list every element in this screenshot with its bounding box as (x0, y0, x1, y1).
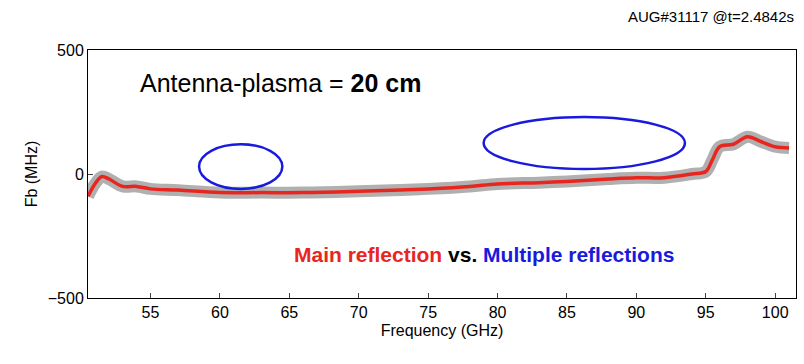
svg-text:Frequency (GHz): Frequency (GHz) (381, 322, 504, 339)
svg-text:60: 60 (211, 304, 229, 321)
svg-text:AUG#31117 @t=2.4842s: AUG#31117 @t=2.4842s (628, 8, 794, 25)
svg-text:Fb (MHz): Fb (MHz) (23, 141, 40, 208)
svg-text:80: 80 (489, 304, 507, 321)
svg-text:75: 75 (419, 304, 437, 321)
svg-text:70: 70 (350, 304, 368, 321)
svg-text:95: 95 (697, 304, 715, 321)
svg-text:90: 90 (627, 304, 645, 321)
svg-text:Main reflection vs. Multiple r: Main reflection vs. Multiple reflections (294, 243, 674, 266)
svg-text:85: 85 (558, 304, 576, 321)
svg-text:0: 0 (75, 166, 84, 183)
svg-text:−500: −500 (48, 290, 84, 307)
svg-text:55: 55 (142, 304, 160, 321)
svg-text:Antenna-plasma = 20 cm: Antenna-plasma = 20 cm (140, 69, 421, 97)
svg-text:500: 500 (57, 42, 84, 59)
svg-text:65: 65 (280, 304, 298, 321)
svg-text:100: 100 (762, 304, 789, 321)
